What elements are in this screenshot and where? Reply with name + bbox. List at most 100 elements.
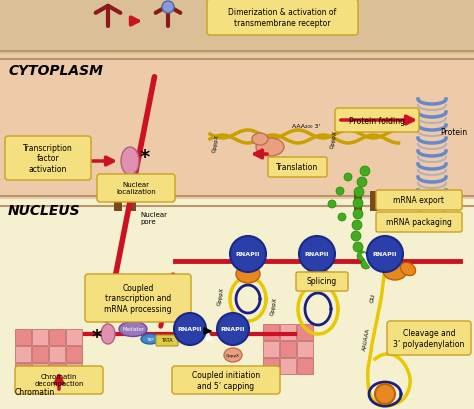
Bar [15, 329, 31, 345]
FancyBboxPatch shape [207, 0, 358, 36]
Bar [49, 346, 65, 362]
Text: RNAPII: RNAPII [373, 252, 397, 257]
Ellipse shape [383, 262, 407, 280]
Circle shape [352, 220, 362, 230]
Text: *: * [92, 328, 102, 347]
Circle shape [354, 188, 364, 198]
Text: mRNA export: mRNA export [393, 196, 445, 205]
Ellipse shape [121, 148, 139, 175]
Text: *: * [140, 148, 150, 167]
Circle shape [353, 243, 363, 252]
FancyBboxPatch shape [156, 335, 178, 346]
Circle shape [360, 166, 370, 177]
Ellipse shape [141, 334, 159, 344]
Circle shape [162, 2, 174, 14]
Bar [280, 358, 296, 374]
Ellipse shape [224, 348, 242, 362]
Text: Coupled
transcription and
mRNA processing: Coupled transcription and mRNA processin… [104, 283, 172, 313]
Text: Translation: Translation [276, 163, 318, 172]
Bar [297, 341, 313, 357]
Text: GpppX: GpppX [212, 134, 220, 153]
FancyBboxPatch shape [15, 366, 103, 394]
Ellipse shape [256, 139, 284, 157]
Ellipse shape [306, 268, 330, 286]
Text: RNAPII: RNAPII [305, 252, 329, 257]
FancyBboxPatch shape [335, 109, 419, 133]
Bar [66, 329, 82, 345]
Bar [15, 363, 31, 379]
FancyBboxPatch shape [387, 321, 471, 355]
Bar [297, 324, 313, 340]
Circle shape [328, 200, 336, 209]
Bar [0, 55, 474, 200]
Bar [0, 0, 474, 55]
Text: Splicing: Splicing [307, 277, 337, 286]
Ellipse shape [119, 322, 147, 337]
Circle shape [357, 252, 367, 261]
Circle shape [217, 313, 249, 345]
Bar [354, 191, 362, 211]
FancyBboxPatch shape [268, 157, 327, 178]
Bar [263, 341, 279, 357]
Text: TBP: TBP [146, 337, 154, 341]
Circle shape [367, 236, 403, 272]
Bar [66, 363, 82, 379]
Bar [280, 324, 296, 340]
Circle shape [357, 178, 367, 188]
Bar [49, 329, 65, 345]
Ellipse shape [236, 265, 260, 283]
FancyBboxPatch shape [376, 213, 462, 232]
Bar [15, 346, 31, 362]
FancyBboxPatch shape [296, 272, 348, 291]
Text: GU: GU [370, 292, 376, 302]
Text: mRNA packaging: mRNA packaging [386, 218, 452, 227]
Circle shape [353, 209, 363, 220]
Bar [114, 191, 122, 211]
Text: Chromatin
decompaction: Chromatin decompaction [34, 373, 84, 387]
Text: GpppX: GpppX [217, 286, 225, 305]
Bar [263, 358, 279, 374]
Text: Dimerization & activation of
transmembrane receptor: Dimerization & activation of transmembra… [228, 8, 336, 28]
Text: TATA: TATA [161, 338, 173, 343]
Circle shape [344, 173, 352, 182]
FancyBboxPatch shape [5, 137, 91, 180]
Circle shape [375, 384, 395, 404]
Ellipse shape [31, 145, 53, 175]
Text: Transcription
factor
activation: Transcription factor activation [23, 144, 73, 173]
Text: Protein folding: Protein folding [349, 116, 405, 125]
Ellipse shape [101, 324, 115, 344]
FancyBboxPatch shape [97, 175, 175, 202]
Text: GpppX: GpppX [270, 296, 278, 315]
Ellipse shape [401, 263, 416, 276]
Text: NUCLEUS: NUCLEUS [8, 204, 81, 218]
Bar [128, 191, 136, 211]
Text: Mediator: Mediator [122, 327, 144, 332]
Circle shape [338, 213, 346, 221]
Text: CYTOPLASM: CYTOPLASM [8, 64, 103, 78]
Bar [263, 324, 279, 340]
Text: Coupled initiation
and 5’ capping: Coupled initiation and 5’ capping [192, 371, 260, 390]
Text: GpppX: GpppX [330, 130, 338, 148]
Text: RNAPII: RNAPII [221, 327, 245, 332]
Circle shape [336, 188, 344, 196]
Circle shape [299, 236, 335, 272]
Circle shape [230, 236, 266, 272]
Bar [49, 363, 65, 379]
Text: RNAPII: RNAPII [236, 252, 260, 257]
Text: GpppX: GpppX [226, 353, 240, 357]
Bar [0, 200, 474, 409]
Circle shape [353, 198, 363, 209]
Bar [32, 346, 48, 362]
Text: Nuclear
pore: Nuclear pore [140, 211, 167, 225]
Bar [297, 358, 313, 374]
Bar [32, 329, 48, 345]
FancyBboxPatch shape [85, 274, 191, 322]
Circle shape [174, 313, 206, 345]
Bar [66, 346, 82, 362]
Text: Protein: Protein [440, 128, 467, 137]
Bar [32, 363, 48, 379]
Ellipse shape [252, 134, 268, 146]
Text: AAUAAA: AAUAAA [362, 326, 371, 350]
Circle shape [351, 231, 361, 241]
FancyBboxPatch shape [376, 191, 462, 211]
